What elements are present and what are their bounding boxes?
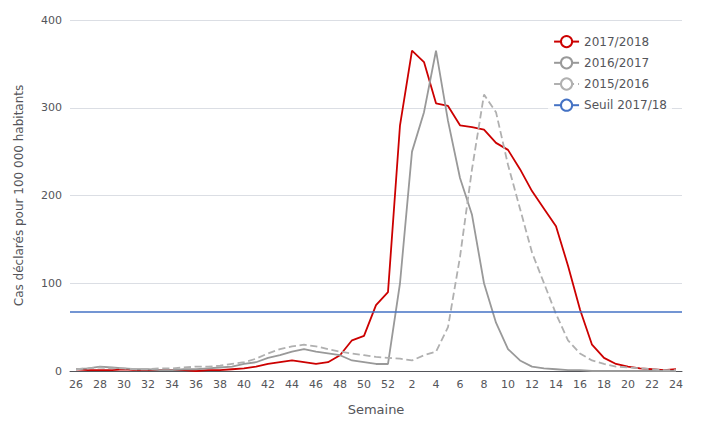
svg-text:18: 18 [597, 378, 611, 391]
svg-text:100: 100 [41, 277, 62, 290]
svg-text:42: 42 [261, 378, 275, 391]
svg-text:46: 46 [309, 378, 323, 391]
svg-text:12: 12 [525, 378, 539, 391]
svg-text:0: 0 [55, 365, 62, 378]
svg-text:6: 6 [457, 378, 464, 391]
svg-text:14: 14 [549, 378, 563, 391]
svg-text:36: 36 [189, 378, 203, 391]
svg-text:2016/2017: 2016/2017 [584, 56, 649, 70]
svg-text:40: 40 [237, 378, 251, 391]
svg-text:400: 400 [41, 14, 62, 27]
svg-text:2017/2018: 2017/2018 [584, 35, 649, 49]
svg-text:2: 2 [409, 378, 416, 391]
svg-text:32: 32 [141, 378, 155, 391]
svg-text:16: 16 [573, 378, 587, 391]
svg-text:Seuil 2017/18: Seuil 2017/18 [584, 98, 667, 112]
svg-text:Cas déclarés pour 100 000 habi: Cas déclarés pour 100 000 habitants [12, 85, 26, 306]
svg-text:50: 50 [357, 378, 371, 391]
svg-text:Semaine: Semaine [348, 402, 405, 417]
svg-text:44: 44 [285, 378, 299, 391]
svg-text:22: 22 [645, 378, 659, 391]
svg-text:34: 34 [165, 378, 179, 391]
svg-text:52: 52 [381, 378, 395, 391]
svg-text:38: 38 [213, 378, 227, 391]
svg-text:4: 4 [433, 378, 440, 391]
svg-text:20: 20 [621, 378, 635, 391]
svg-text:28: 28 [93, 378, 107, 391]
svg-text:24: 24 [669, 378, 683, 391]
svg-text:10: 10 [501, 378, 515, 391]
svg-text:200: 200 [41, 189, 62, 202]
svg-text:48: 48 [333, 378, 347, 391]
svg-text:2015/2016: 2015/2016 [584, 77, 649, 91]
svg-text:300: 300 [41, 101, 62, 114]
svg-text:26: 26 [69, 378, 83, 391]
svg-text:8: 8 [481, 378, 488, 391]
svg-text:30: 30 [117, 378, 131, 391]
